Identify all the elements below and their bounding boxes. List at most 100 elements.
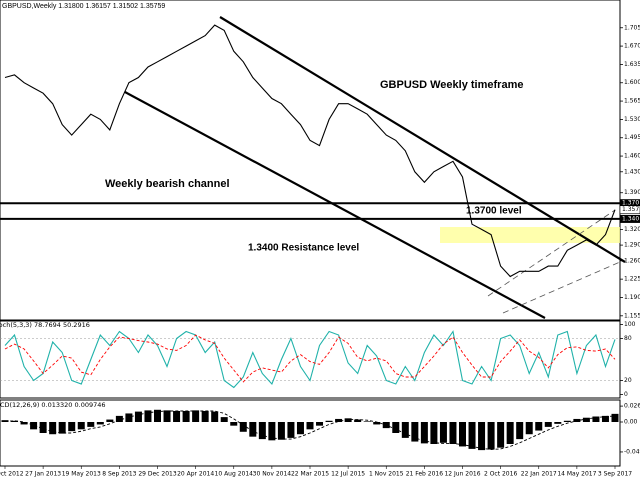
level-tag	[620, 214, 640, 223]
series-line	[4, 410, 616, 450]
bar	[554, 422, 562, 424]
bar	[325, 420, 333, 422]
y-tick-label: 1.390	[624, 189, 640, 196]
bar	[49, 422, 57, 435]
bar	[611, 413, 619, 422]
y-tick-label: 100	[624, 321, 636, 328]
x-tick-label: 22 Jan 2017	[521, 471, 557, 478]
x-tick-label: 22 Mar 2015	[291, 471, 329, 478]
y-tick-label: 20	[624, 377, 632, 384]
bar	[344, 418, 352, 422]
bar	[268, 422, 276, 441]
y-tick-label: 1.600	[624, 79, 640, 86]
bar	[335, 418, 343, 422]
bar	[11, 420, 19, 422]
annotation: Weekly bearish channel	[105, 178, 230, 190]
bar	[411, 422, 419, 442]
bar	[306, 422, 314, 430]
bar	[592, 416, 600, 422]
bar	[525, 422, 533, 435]
x-tick-label: 14 May 2017	[557, 471, 596, 478]
x-tick-label: 12 Jun 2016	[444, 471, 480, 478]
bar	[468, 422, 476, 449]
bar	[363, 421, 371, 422]
rising-channel-lower	[502, 261, 621, 314]
bar	[58, 422, 66, 434]
y-tick-label: 1.495	[624, 134, 640, 141]
bar	[544, 422, 552, 427]
bar	[582, 417, 590, 422]
bar	[144, 410, 152, 422]
y-tick-label: 1.320	[624, 226, 640, 233]
bar	[106, 419, 114, 422]
bar	[87, 422, 95, 427]
bar	[154, 409, 161, 422]
bar	[96, 422, 104, 425]
y-tick-label: 80	[624, 335, 632, 342]
x-tick-label: 3 Sep 2017	[598, 471, 632, 478]
bar	[163, 410, 171, 422]
bar	[401, 422, 409, 438]
bar	[354, 419, 362, 422]
bar	[258, 422, 266, 440]
x-tick-label: 27 Jan 2013	[25, 471, 61, 478]
last-price-label: 1.357	[622, 206, 639, 213]
bar	[211, 411, 219, 422]
y-tick-label: 1.290	[624, 242, 640, 249]
x-tick-label: 1 Nov 2015	[369, 471, 404, 478]
y-tick-label: 1.705	[624, 24, 640, 31]
last-price-tag	[619, 205, 640, 215]
bar	[516, 422, 524, 440]
macd-title: MACD(12,26,9) 0.013320 0.009746	[0, 401, 106, 409]
y-tick-label: 1.565	[624, 98, 640, 105]
x-tick-label: 8 Sep 2013	[102, 471, 136, 478]
bar	[497, 422, 505, 448]
bar	[392, 422, 400, 433]
symbol-header: GBPUSD,Weekly 1.31800 1.36157 1.31502 1.…	[2, 3, 165, 10]
bar	[125, 413, 133, 422]
bar	[430, 422, 438, 444]
y-tick-label: 1.430	[624, 168, 640, 175]
y-tick-label: 1.530	[624, 116, 640, 123]
bar	[77, 422, 85, 430]
x-tick-label: 19 May 2013	[62, 471, 101, 478]
bar	[459, 422, 466, 447]
stoch-panel	[0, 320, 621, 399]
y-tick-label: 1.155	[624, 312, 640, 319]
bar	[134, 411, 142, 422]
bar	[287, 422, 295, 438]
annotation: 1.3400 Resistance level	[248, 243, 359, 254]
bar	[449, 422, 457, 444]
y-tick-label: 0	[624, 391, 628, 398]
x-tick-label: 30 Nov 2014	[253, 471, 292, 478]
y-tick-label: 1.190	[624, 294, 640, 301]
bar	[230, 422, 238, 426]
bar	[173, 411, 181, 422]
bar	[115, 415, 123, 422]
bar	[68, 422, 76, 432]
x-tick-label: 2 Oct 2016	[484, 471, 517, 478]
bar	[535, 422, 543, 431]
y-tick-label: 1.635	[624, 61, 640, 68]
resistance-zone	[440, 227, 620, 243]
y-tick-label: 1.225	[624, 276, 640, 283]
bar	[182, 411, 190, 422]
x-tick-label: 10 Aug 2014	[215, 471, 254, 478]
x-tick-label: 12 Jul 2015	[331, 471, 365, 478]
y-tick-label: 0.026	[624, 403, 640, 410]
bar	[439, 422, 447, 443]
annotation: 1.3700 level	[466, 206, 522, 217]
bar	[506, 422, 514, 444]
series-line	[4, 330, 616, 389]
channel-upper	[219, 16, 626, 263]
chart-title: GBPUSD Weekly timeframe	[380, 79, 523, 91]
y-tick-label: 0.00	[624, 419, 638, 426]
rising-channel-upper	[487, 209, 616, 297]
series-line	[4, 334, 616, 383]
bar	[296, 422, 304, 435]
bar	[601, 415, 609, 422]
stoch-title: Stoch(5,3,3) 78.7694 50.2916	[0, 321, 90, 329]
bar	[192, 410, 200, 422]
bar	[478, 422, 486, 451]
